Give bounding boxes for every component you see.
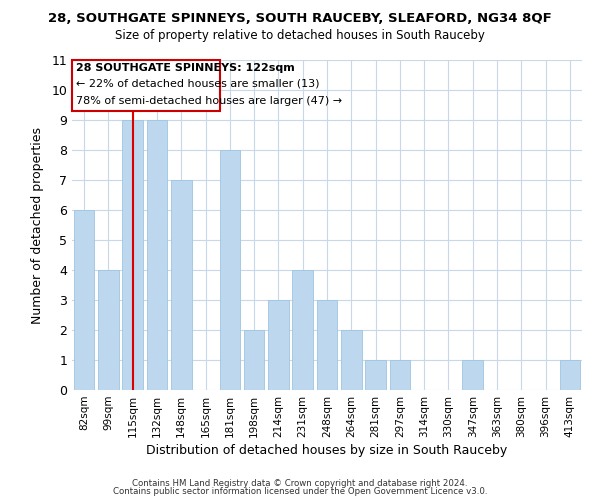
Text: Contains HM Land Registry data © Crown copyright and database right 2024.: Contains HM Land Registry data © Crown c… xyxy=(132,478,468,488)
Bar xyxy=(317,300,337,390)
Bar xyxy=(98,270,119,390)
Bar xyxy=(171,180,191,390)
Bar xyxy=(244,330,265,390)
Bar xyxy=(220,150,240,390)
Text: 28 SOUTHGATE SPINNEYS: 122sqm: 28 SOUTHGATE SPINNEYS: 122sqm xyxy=(76,64,295,74)
X-axis label: Distribution of detached houses by size in South Rauceby: Distribution of detached houses by size … xyxy=(146,444,508,457)
Text: ← 22% of detached houses are smaller (13): ← 22% of detached houses are smaller (13… xyxy=(76,79,320,89)
Bar xyxy=(292,270,313,390)
Text: Size of property relative to detached houses in South Rauceby: Size of property relative to detached ho… xyxy=(115,29,485,42)
Bar xyxy=(74,210,94,390)
Text: 78% of semi-detached houses are larger (47) →: 78% of semi-detached houses are larger (… xyxy=(76,96,342,106)
Text: 28, SOUTHGATE SPINNEYS, SOUTH RAUCEBY, SLEAFORD, NG34 8QF: 28, SOUTHGATE SPINNEYS, SOUTH RAUCEBY, S… xyxy=(48,12,552,26)
Bar xyxy=(146,120,167,390)
FancyBboxPatch shape xyxy=(73,60,220,111)
Bar xyxy=(389,360,410,390)
Text: Contains public sector information licensed under the Open Government Licence v3: Contains public sector information licen… xyxy=(113,487,487,496)
Bar xyxy=(268,300,289,390)
Y-axis label: Number of detached properties: Number of detached properties xyxy=(31,126,44,324)
Bar xyxy=(365,360,386,390)
Bar xyxy=(341,330,362,390)
Bar xyxy=(463,360,483,390)
Bar xyxy=(122,120,143,390)
Bar xyxy=(560,360,580,390)
